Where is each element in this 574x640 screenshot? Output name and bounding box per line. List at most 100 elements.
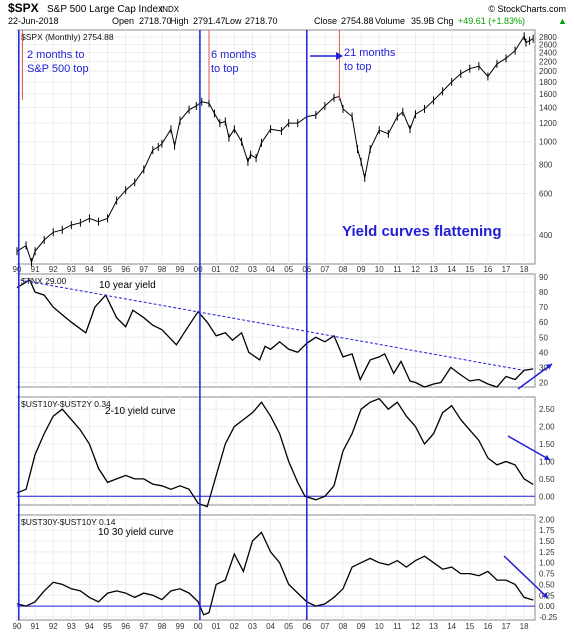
y-tick-label: 0.00 [539, 602, 555, 611]
x-tick-label: 97 [139, 622, 148, 631]
series-legend: $SPX (Monthly) 2754.88 [21, 32, 114, 42]
x-tick-label: 17 [502, 622, 511, 631]
symbol-name: S&P 500 Large Cap Index [47, 4, 163, 15]
series-legend: $TNX 29.00 [21, 276, 67, 286]
arrow-down-right-2-line [503, 555, 549, 599]
x-tick-label: 07 [320, 622, 329, 631]
x-tick-label: 03 [248, 622, 257, 631]
series-line-spx [16, 35, 534, 264]
x-tick-label: 92 [49, 265, 58, 274]
x-tick-label: 00 [194, 265, 203, 274]
volume-value: 35.9B [411, 16, 435, 26]
x-tick-label: 17 [502, 265, 511, 274]
series-legend: $UST10Y-$UST2Y 0.34 [21, 399, 111, 409]
y-tick-label: 2600 [539, 41, 557, 50]
x-tick-label: 00 [194, 622, 203, 631]
x-tick-label: 16 [483, 265, 492, 274]
y-tick-label: 1200 [539, 119, 557, 128]
y-tick-label: 1400 [539, 103, 557, 112]
x-tick-label: 05 [284, 622, 293, 631]
exchange-label: INDX [160, 5, 180, 14]
arrow-up-right-icon [546, 364, 552, 370]
annotation-2-10-yield-curve: 2-10 yield curve [105, 406, 176, 417]
close-label: Close [314, 16, 337, 26]
chart-header: $SPX S&P 500 Large Cap Index INDX © Stoc… [8, 1, 567, 26]
y-tick-label: 80 [539, 288, 548, 297]
annotation-21-months: 21 months to top [344, 47, 396, 73]
x-tick-label: 91 [31, 622, 40, 631]
chg-value: +49.61 (+1.83%) [458, 16, 525, 26]
x-tick-label: 95 [103, 265, 112, 274]
x-tick-label: 94 [85, 265, 94, 274]
y-tick-label: 1.75 [539, 526, 555, 535]
high-label: High [170, 16, 189, 26]
y-tick-label: 800 [539, 160, 553, 169]
x-tick-label: 97 [139, 265, 148, 274]
chg-label: Chg [437, 16, 454, 26]
x-tick-label: 04 [266, 265, 275, 274]
arrow-up-right-line [517, 363, 553, 390]
arrow-down-right-2-icon [542, 592, 548, 598]
series-legend: $UST30Y-$UST10Y 0.14 [21, 517, 116, 527]
x-tick-label: 90 [13, 622, 22, 631]
x-tick-label: 95 [103, 622, 112, 631]
x-tick-label: 15 [465, 265, 474, 274]
panel-frame [16, 514, 536, 621]
y-tick-label: 20 [539, 378, 548, 387]
series-line-ust10y_ust2y [16, 397, 534, 508]
y-tick-label: 30 [539, 363, 548, 372]
y-tick-label: 600 [539, 190, 553, 199]
y-tick-label: 70 [539, 303, 548, 312]
y-tick-label: 400 [539, 231, 553, 240]
x-tick-label: 01 [212, 265, 221, 274]
annotation-10-year-yield: 10 year yield [99, 280, 156, 291]
y-tick-label: 2.50 [539, 405, 555, 414]
x-tick-label: 18 [520, 622, 529, 631]
x-tick-labels-bottom: 90 91 92 93 94 95 96 97 98 99 00 01 02 03 04 05 06 07 08 09… [13, 622, 530, 631]
x-tick-label: 09 [357, 622, 366, 631]
x-tick-label: 10 [375, 265, 384, 274]
stockcharts-credit: © StockCharts.com [488, 4, 566, 14]
panel-ust10y_ust2y: 0.00 0.50 1.00 1.50 2.00 2.50 $UST10Y-$UST2Y 0… [16, 396, 555, 508]
x-tick-label: 98 [157, 622, 166, 631]
x-tick-label: 90 [13, 265, 22, 274]
x-tick-label: 05 [284, 265, 293, 274]
y-tick-label: 2200 [539, 58, 557, 67]
y-tick-label: 0.75 [539, 570, 555, 579]
panel-frame [16, 273, 536, 388]
x-tick-label: 94 [85, 622, 94, 631]
y-tick-label: 1000 [539, 138, 557, 147]
x-tick-label: 12 [411, 622, 420, 631]
x-tick-label: 13 [429, 265, 438, 274]
annotation-6-months: 6 months to top [211, 49, 257, 75]
y-tick-label: 1600 [539, 90, 557, 99]
y-tick-label: 60 [539, 318, 548, 327]
x-tick-label: 08 [339, 622, 348, 631]
x-tick-label: 11 [393, 622, 402, 631]
panel-frame [16, 29, 536, 265]
x-tick-label: 06 [302, 622, 311, 631]
y-tick-label: 2.00 [539, 515, 555, 524]
y-tick-label: 1.50 [539, 537, 555, 546]
date-label: 22-Jun-2018 [8, 16, 59, 26]
x-tick-label: 15 [465, 622, 474, 631]
x-tick-label: 08 [339, 265, 348, 274]
open-label: Open [112, 16, 134, 26]
x-tick-label: 13 [429, 622, 438, 631]
low-label: Low [225, 16, 242, 26]
x-tick-label: 01 [212, 622, 221, 631]
x-tick-label: 09 [357, 265, 366, 274]
series-line-tnx [16, 279, 534, 388]
x-tick-label: 96 [121, 265, 130, 274]
y-tick-label: 2800 [539, 33, 557, 42]
y-tick-label: 1.25 [539, 548, 555, 557]
y-tick-label: 0.50 [539, 475, 555, 484]
annotation-2-months: 2 months to S&P 500 top [27, 49, 89, 75]
x-tick-label: 91 [31, 265, 40, 274]
x-tick-label: 03 [248, 265, 257, 274]
x-tick-label: 18 [520, 265, 529, 274]
y-tick-label: 1.00 [539, 457, 555, 466]
x-tick-label: 10 [375, 622, 384, 631]
ohlc-readout: Open 2718.70 High 2791.47 Low 2718.70 Cl… [112, 16, 567, 26]
